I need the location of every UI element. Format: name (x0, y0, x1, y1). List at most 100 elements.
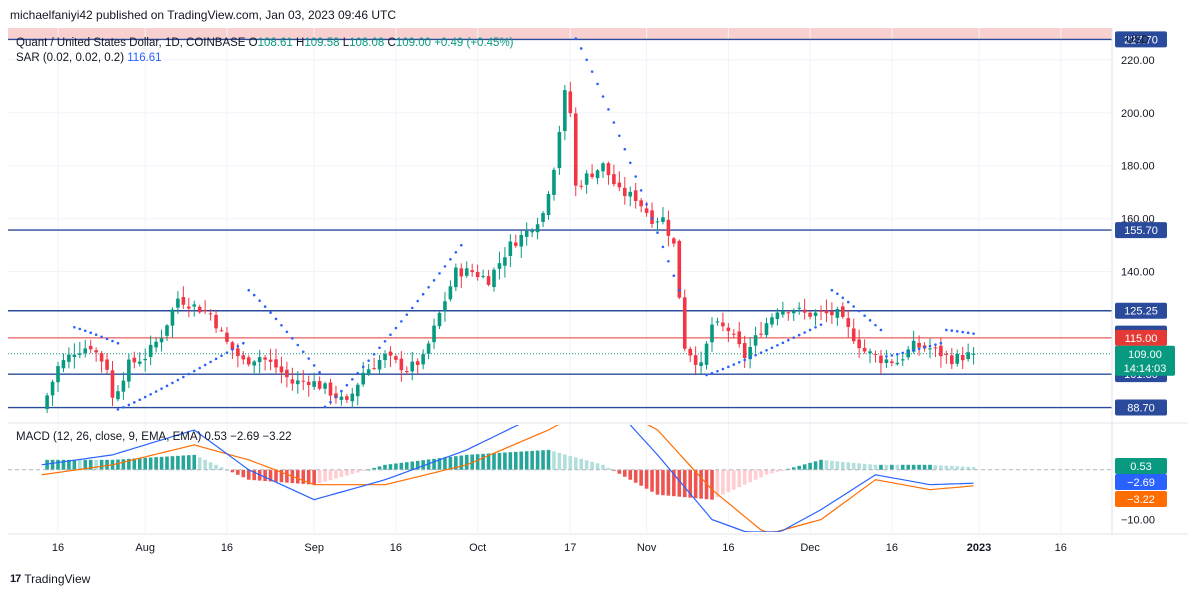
time-axis-label: Nov (637, 542, 657, 554)
candle (187, 297, 191, 318)
candle (257, 350, 262, 374)
candle (214, 311, 218, 333)
candle-body (410, 361, 415, 372)
macd-histogram-bar (78, 459, 82, 470)
candle-body (748, 346, 752, 360)
macd-histogram-bar (350, 469, 355, 475)
candle-body (884, 359, 889, 364)
resistance-zone (8, 28, 1112, 40)
sar-dot (138, 398, 142, 402)
macd-histogram-bar (606, 467, 611, 470)
sar-dot (830, 288, 834, 292)
candle (197, 304, 202, 314)
candle (475, 264, 480, 281)
candle (323, 381, 327, 395)
sar-dot (122, 406, 125, 409)
candle (759, 321, 763, 338)
price-tick-label: 180.00 (1121, 161, 1155, 173)
sar-dot (759, 351, 763, 355)
candle-body (121, 380, 126, 392)
candle (492, 267, 496, 292)
macd-histogram-bar (846, 462, 851, 470)
sar-dot (579, 47, 583, 50)
candle-body (535, 224, 540, 233)
sar-dot (574, 37, 578, 40)
sar-dot (590, 70, 594, 73)
macd-histogram-bar (851, 462, 856, 470)
candle-body (159, 338, 164, 343)
candle-body (900, 359, 905, 361)
sar-dot (356, 371, 360, 375)
macd-histogram-bar (328, 469, 333, 481)
time-axis-label: 16 (52, 542, 64, 554)
macd-histogram-bar (230, 469, 235, 473)
candle (121, 372, 126, 400)
macd-histogram-bar (917, 464, 921, 470)
candle-body (568, 91, 573, 114)
candle-body (601, 163, 605, 172)
macd-histogram-bar (241, 469, 246, 478)
candle-body (497, 263, 502, 269)
candle-body (137, 361, 142, 364)
candle-body (72, 354, 77, 357)
chart-frame[interactable]: 220.00 200.00 180.00 160.00 140.00 227.70 155.… (8, 28, 1188, 562)
sar-dot (351, 377, 354, 381)
macd-histogram-bar (176, 455, 180, 470)
macd-histogram-bar (236, 469, 240, 475)
candle (296, 371, 300, 394)
macd-histogram-bar (285, 469, 289, 483)
candle (116, 385, 120, 402)
candle (906, 345, 910, 361)
price-badge-text: 115.00 (1125, 333, 1158, 345)
candle-body (857, 339, 861, 349)
candle (955, 349, 960, 367)
macd-histogram-bar (388, 464, 393, 470)
price-badge-text: 125.25 (1124, 306, 1158, 318)
candle (105, 353, 109, 374)
sar-dot (105, 337, 109, 341)
macd-histogram-bar (127, 458, 131, 470)
time-axis-label: 16 (722, 542, 734, 554)
candle (83, 340, 88, 358)
sar-dot (198, 366, 201, 370)
last-price-text: 109.00 (1128, 349, 1162, 361)
candle-body (835, 308, 840, 318)
macd-histogram-bar (568, 455, 573, 470)
time-axis-label: 16 (390, 542, 402, 554)
sar-dot (449, 258, 452, 261)
candle (737, 322, 742, 348)
candle (208, 309, 213, 321)
candle (50, 379, 55, 406)
sar-dot (955, 329, 959, 333)
candle-body (214, 314, 218, 329)
candle-body (699, 362, 703, 366)
candle (563, 84, 567, 141)
candle (94, 347, 98, 362)
candle (350, 388, 355, 408)
sar-dot (73, 325, 76, 329)
candle (595, 169, 600, 185)
macd-histogram-bar (628, 469, 633, 480)
sar-dot (318, 371, 321, 374)
candle-body (148, 344, 153, 357)
tradingview-logo-icon: 17 (10, 573, 21, 585)
candle-body (372, 368, 376, 370)
price-tick-label: 200.00 (1121, 108, 1155, 120)
candle (830, 302, 834, 324)
candle (279, 356, 284, 384)
candle (742, 335, 747, 369)
macd-histogram-bar (557, 452, 562, 470)
price-chart-svg[interactable]: 220.00200.00180.00160.00140.00227.70155.… (8, 28, 1188, 562)
sar-dot (585, 58, 588, 62)
candle-body (45, 395, 49, 410)
candle-body (236, 348, 240, 357)
candle-body (388, 351, 393, 356)
candle (454, 263, 458, 292)
candle-body (612, 174, 616, 185)
macd-histogram-bar (334, 469, 338, 479)
macd-histogram-bar (61, 459, 66, 470)
sar-dot (716, 369, 719, 373)
sar-dot (410, 306, 414, 310)
candle (710, 317, 714, 352)
sar-dot (732, 363, 736, 366)
